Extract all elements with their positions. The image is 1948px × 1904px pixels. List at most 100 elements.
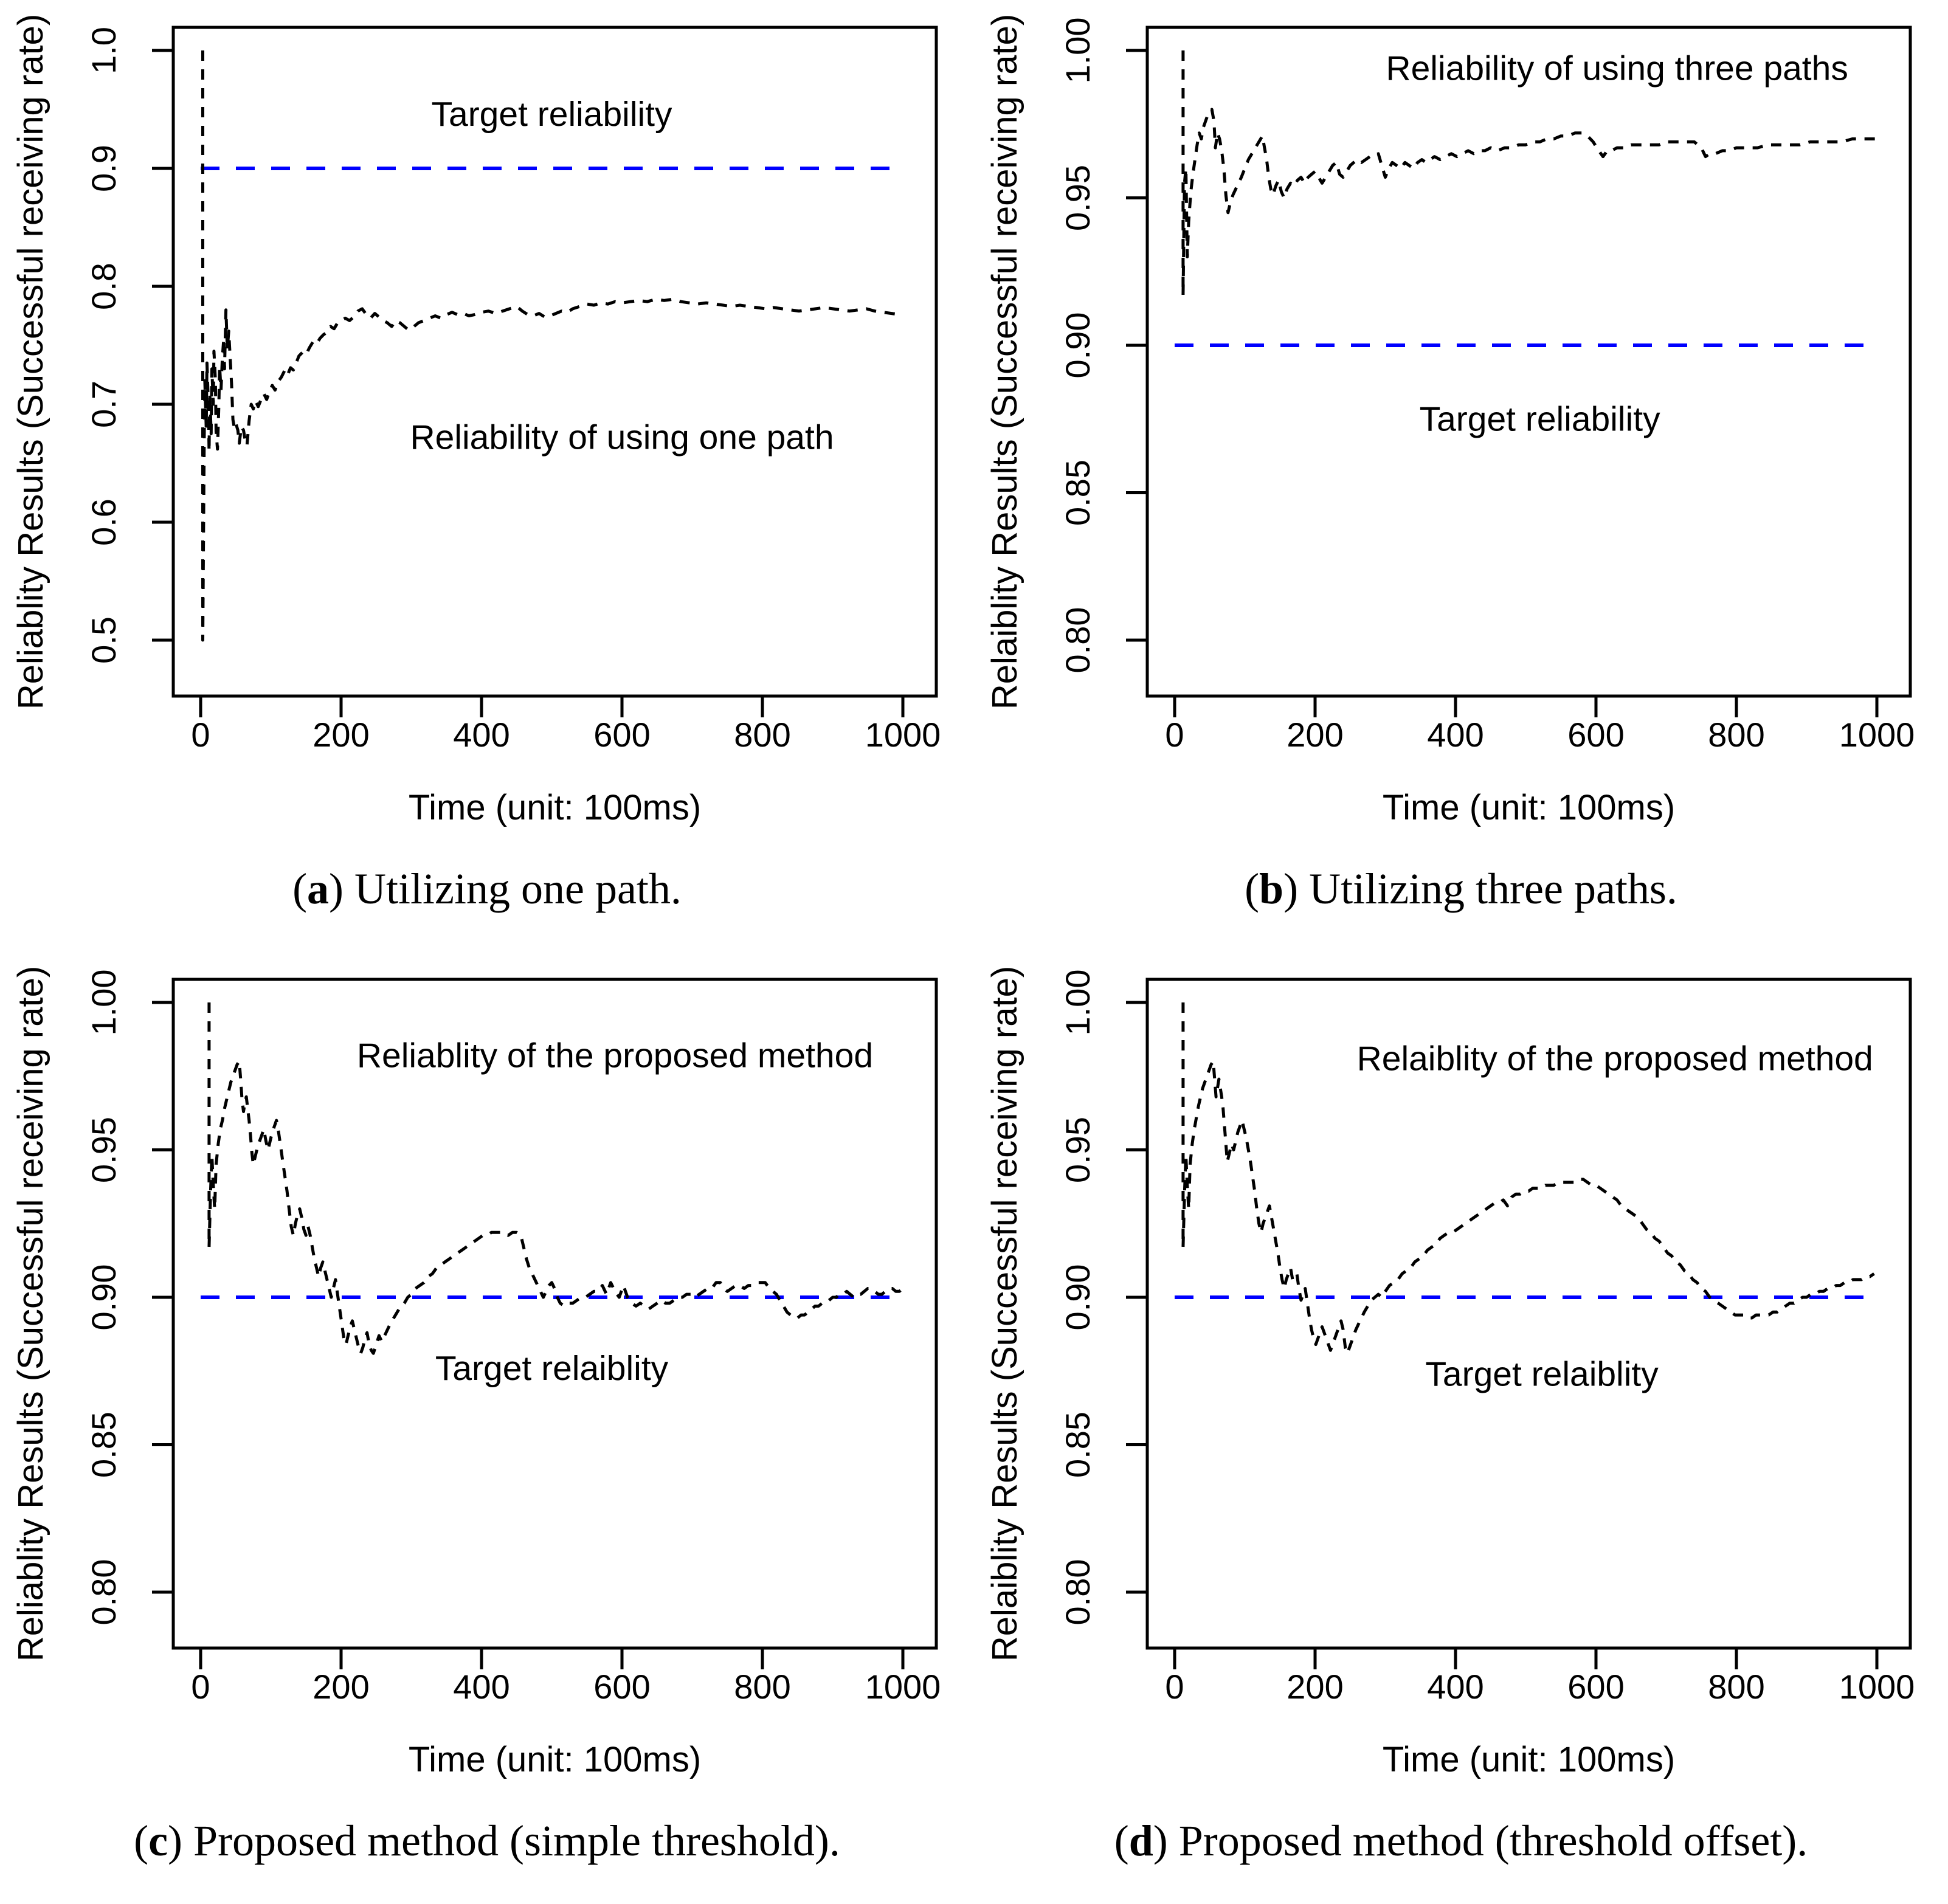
- panel-caption-c: (c) Proposed method (simple threshold).: [0, 1798, 974, 1883]
- target-annotation: Target relaiblity: [1425, 1355, 1659, 1394]
- plot-svg-c: 0 200 400 600 800 1000 0.80 0.85 0.90 0.95 1.00 Tim…: [0, 952, 974, 1904]
- x-tick-label: 800: [1708, 716, 1764, 754]
- x-tick-label: 0: [191, 1668, 210, 1706]
- x-tick-label: 1000: [865, 716, 941, 754]
- x-tick-label: 200: [313, 716, 369, 754]
- caption-letter: d: [1128, 1816, 1153, 1865]
- chart-proposed-simple-threshold: 0 200 400 600 800 1000 0.80 0.85 0.90 0.95 1.00 Tim…: [0, 952, 974, 1904]
- y-tick-label: 0.7: [85, 381, 123, 428]
- plot-svg-a: 0 200 400 600 800 1000 0.5 0.6 0.7 0.8 0.9 1.0 Time …: [0, 0, 974, 952]
- y-axis-title: Reliablity Results (Successful receiving…: [11, 966, 50, 1661]
- x-tick-label: 0: [1165, 1668, 1184, 1706]
- target-annotation: Target reliability: [1420, 400, 1660, 439]
- y-tick-label: 1.00: [85, 970, 123, 1036]
- caption-close-paren: ): [168, 1816, 183, 1865]
- panel-caption-b: (b) Utilizing three paths.: [974, 846, 1948, 931]
- y-tick-label: 0.6: [85, 498, 123, 546]
- x-tick-label: 1000: [1839, 716, 1915, 754]
- y-tick-label: 0.85: [1059, 460, 1097, 526]
- y-tick-label: 0.95: [85, 1117, 123, 1183]
- x-tick-label: 0: [191, 716, 210, 754]
- x-tick-label: 1000: [865, 1668, 941, 1706]
- y-tick-label: 0.90: [85, 1264, 123, 1331]
- x-axis-title: Time (unit: 100ms): [1383, 788, 1675, 827]
- panel-caption-d: (d) Proposed method (threshold offset).: [974, 1798, 1948, 1883]
- caption-letter: b: [1259, 864, 1284, 913]
- caption-close-paren: ): [329, 864, 344, 913]
- x-tick-label: 200: [313, 1668, 369, 1706]
- x-tick-label: 400: [453, 1668, 509, 1706]
- caption-text: Utilizing one path.: [344, 864, 682, 913]
- y-axis-title: Relaiblity Results (Successful receiving…: [985, 14, 1024, 709]
- y-tick-label: 0.5: [85, 616, 123, 664]
- caption-text: Proposed method (threshold offset).: [1167, 1816, 1808, 1865]
- chart-utilizing-one-path: 0 200 400 600 800 1000 0.5 0.6 0.7 0.8 0.9 1.0 Time …: [0, 0, 974, 952]
- y-tick-label: 0.90: [1059, 312, 1097, 379]
- x-tick-label: 800: [734, 1668, 790, 1706]
- x-tick-label: 600: [1567, 716, 1624, 754]
- curve-annotation: Reliablity of the proposed method: [357, 1037, 873, 1075]
- x-tick-label: 200: [1287, 1668, 1343, 1706]
- panel-b: 0 200 400 600 800 1000 0.80 0.85 0.90 0.95 1.00 Tim…: [974, 0, 1948, 952]
- reliability-one-path-curve: [201, 50, 900, 642]
- panel-c: 0 200 400 600 800 1000 0.80 0.85 0.90 0.95 1.00 Tim…: [0, 952, 974, 1904]
- x-tick-label: 800: [1708, 1668, 1764, 1706]
- caption-open-paren: (: [1245, 864, 1260, 913]
- y-tick-label: 1.0: [85, 27, 123, 74]
- x-tick-label: 0: [1165, 716, 1184, 754]
- chart-proposed-threshold-offset: 0 200 400 600 800 1000 0.80 0.85 0.90 0.95 1.00 Tim…: [974, 952, 1948, 1904]
- x-tick-label: 200: [1287, 716, 1343, 754]
- plot-box: [171, 26, 938, 698]
- y-tick-label: 1.00: [1059, 970, 1097, 1036]
- x-tick-label: 1000: [1839, 1668, 1915, 1706]
- panel-caption-a: (a) Utilizing one path.: [0, 846, 974, 931]
- target-annotation: Target relaiblity: [435, 1349, 669, 1388]
- caption-letter: a: [307, 864, 330, 913]
- caption-text: Utilizing three paths.: [1298, 864, 1677, 913]
- y-tick-label: 1.00: [1059, 18, 1097, 84]
- x-tick-label: 600: [593, 716, 650, 754]
- y-tick-label: 0.9: [85, 145, 123, 192]
- plot-svg-b: 0 200 400 600 800 1000 0.80 0.85 0.90 0.95 1.00 Tim…: [974, 0, 1948, 952]
- y-tick-label: 0.90: [1059, 1264, 1097, 1331]
- x-axis-title: Time (unit: 100ms): [409, 788, 701, 827]
- target-annotation: Target reliability: [432, 95, 672, 134]
- y-tick-label: 0.95: [1059, 1117, 1097, 1183]
- x-axis-title: Time (unit: 100ms): [1383, 1740, 1675, 1779]
- curve-annotation: Relaiblity of the proposed method: [1357, 1040, 1873, 1078]
- panel-a: 0 200 400 600 800 1000 0.5 0.6 0.7 0.8 0.9 1.0 Time …: [0, 0, 974, 952]
- caption-open-paren: (: [292, 864, 308, 913]
- y-tick-label: 0.8: [85, 263, 123, 310]
- reliability-proposed-simple-curve: [207, 1002, 904, 1355]
- x-tick-label: 400: [1427, 1668, 1483, 1706]
- caption-open-paren: (: [1114, 1816, 1129, 1865]
- reliability-three-paths-curve: [1181, 50, 1877, 297]
- y-tick-label: 0.80: [85, 1559, 123, 1626]
- plot-box: [1145, 26, 1912, 698]
- y-tick-label: 0.95: [1059, 165, 1097, 231]
- curve-annotation: Reliability of using one path: [410, 418, 834, 457]
- x-tick-label: 600: [593, 1668, 650, 1706]
- x-tick-label: 400: [1427, 716, 1483, 754]
- caption-letter: c: [148, 1816, 168, 1865]
- y-axis-title: Relaiblity Results (Successful receiving…: [985, 966, 1024, 1661]
- reliability-proposed-offset-curve: [1181, 1002, 1875, 1355]
- caption-close-paren: ): [1153, 1816, 1168, 1865]
- plot-box: [171, 978, 938, 1650]
- plot-box: [1145, 978, 1912, 1650]
- curve-annotation: Reliability of using three paths: [1386, 49, 1848, 88]
- panel-d: 0 200 400 600 800 1000 0.80 0.85 0.90 0.95 1.00 Tim…: [974, 952, 1948, 1904]
- caption-text: Proposed method (simple threshold).: [182, 1816, 840, 1865]
- y-tick-label: 0.80: [1059, 607, 1097, 674]
- plot-svg-d: 0 200 400 600 800 1000 0.80 0.85 0.90 0.95 1.00 Tim…: [974, 952, 1948, 1904]
- caption-close-paren: ): [1283, 864, 1299, 913]
- y-tick-label: 0.85: [85, 1412, 123, 1478]
- chart-utilizing-three-paths: 0 200 400 600 800 1000 0.80 0.85 0.90 0.95 1.00 Tim…: [974, 0, 1948, 952]
- y-tick-label: 0.80: [1059, 1559, 1097, 1626]
- y-tick-label: 0.85: [1059, 1412, 1097, 1478]
- x-axis-title: Time (unit: 100ms): [409, 1740, 701, 1779]
- caption-open-paren: (: [134, 1816, 149, 1865]
- y-axis-title: Reliablity Results (Successful receiving…: [11, 14, 50, 709]
